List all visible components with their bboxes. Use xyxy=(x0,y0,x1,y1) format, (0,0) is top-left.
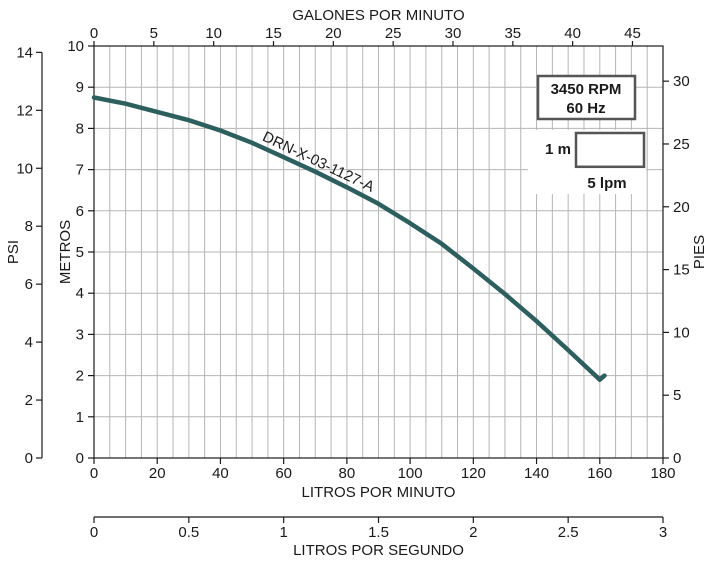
bottom-axis-tick-label: 0 xyxy=(90,465,98,482)
top-axis-tick-label: 45 xyxy=(624,25,641,42)
right-axis-tick-label: 30 xyxy=(673,73,690,90)
scale-meter-label: 1 m xyxy=(545,141,571,158)
lps-axis-tick-label: 3 xyxy=(659,524,667,541)
top-axis-tick-label: 10 xyxy=(205,25,222,42)
left-axis-tick-label: 6 xyxy=(76,203,84,220)
bottom-axis-tick-label: 60 xyxy=(275,465,292,482)
lps-axis-title: LITROS POR SEGUNDO xyxy=(293,542,464,559)
right-axis-tick-label: 15 xyxy=(673,262,690,279)
bottom-axis-tick-label: 40 xyxy=(212,465,229,482)
psi-axis-tick-label: 0 xyxy=(25,450,33,467)
left-axis-tick-label: 10 xyxy=(67,38,84,55)
right-axis-tick-label: 25 xyxy=(673,136,690,153)
lps-axis-tick-label: 1.5 xyxy=(368,524,389,541)
psi-axis-title: PSI xyxy=(5,240,22,264)
bottom-axis-tick-label: 140 xyxy=(524,465,549,482)
top-axis-tick-label: 5 xyxy=(150,25,158,42)
speed-rpm-text: 3450 RPM xyxy=(551,81,622,98)
right-axis-tick-label: 5 xyxy=(673,387,681,404)
lps-axis-tick-label: 0.5 xyxy=(178,524,199,541)
top-axis-tick-label: 15 xyxy=(265,25,282,42)
psi-axis-tick-label: 12 xyxy=(16,102,33,119)
lps-axis-tick-label: 2.5 xyxy=(558,524,579,541)
scale-lpm-label: 5 lpm xyxy=(587,175,626,192)
psi-axis-tick-label: 4 xyxy=(25,334,33,351)
speed-box xyxy=(536,74,637,121)
psi-axis-tick-label: 10 xyxy=(16,160,33,177)
pump-curve-line xyxy=(91,95,607,382)
top-axis-tick-label: 40 xyxy=(564,25,581,42)
top-axis-tick-label: 25 xyxy=(385,25,402,42)
top-axis-tick-label: 35 xyxy=(504,25,521,42)
psi-axis-tick-label: 8 xyxy=(25,218,33,235)
top-axis-tick-label: 0 xyxy=(90,25,98,42)
left-axis-tick-label: 8 xyxy=(76,120,84,137)
left-axis-tick-label: 2 xyxy=(76,368,84,385)
left-axis-tick-label: 1 xyxy=(76,409,84,426)
bottom-axis-tick-label: 120 xyxy=(461,465,486,482)
lps-axis-tick-label: 1 xyxy=(279,524,287,541)
bottom-axis-tick-label: 20 xyxy=(149,465,166,482)
bottom-axis-title: LITROS POR MINUTO xyxy=(302,484,456,501)
left-axis-tick-label: 3 xyxy=(76,326,84,343)
psi-axis-tick-label: 6 xyxy=(25,276,33,293)
legend-box: 3450 RPM 60 Hz 1 m 5 lpm xyxy=(528,74,646,194)
left-axis-tick-label: 7 xyxy=(76,162,84,179)
right-axis-tick-label: 10 xyxy=(673,324,690,341)
psi-axis-tick-label: 14 xyxy=(16,44,33,61)
left-axis-tick-label: 4 xyxy=(76,285,84,302)
left-axis-title: METROS xyxy=(57,220,74,284)
top-axis-tick-label: 20 xyxy=(325,25,342,42)
lps-axis-tick-label: 0 xyxy=(90,524,98,541)
bottom-axis-tick-label: 180 xyxy=(650,465,675,482)
left-axis-tick-label: 5 xyxy=(76,244,84,261)
top-axis-tick-label: 30 xyxy=(445,25,462,42)
psi-axis-tick-label: 2 xyxy=(25,392,33,409)
right-axis-tick-label: 0 xyxy=(673,450,681,467)
speed-hz-text: 60 Hz xyxy=(566,100,605,117)
bottom-axis-tick-label: 100 xyxy=(398,465,423,482)
bottom-axis-tick-label: 160 xyxy=(587,465,612,482)
left-axis-tick-label: 9 xyxy=(76,79,84,96)
scale-square xyxy=(574,131,646,169)
top-axis-title: GALONES POR MINUTO xyxy=(292,7,464,24)
left-axis-tick-label: 0 xyxy=(76,450,84,467)
lps-axis-tick-label: 2 xyxy=(469,524,477,541)
right-axis-title: PIES xyxy=(691,235,708,269)
bottom-axis-tick-label: 80 xyxy=(339,465,356,482)
right-axis-tick-label: 20 xyxy=(673,199,690,216)
